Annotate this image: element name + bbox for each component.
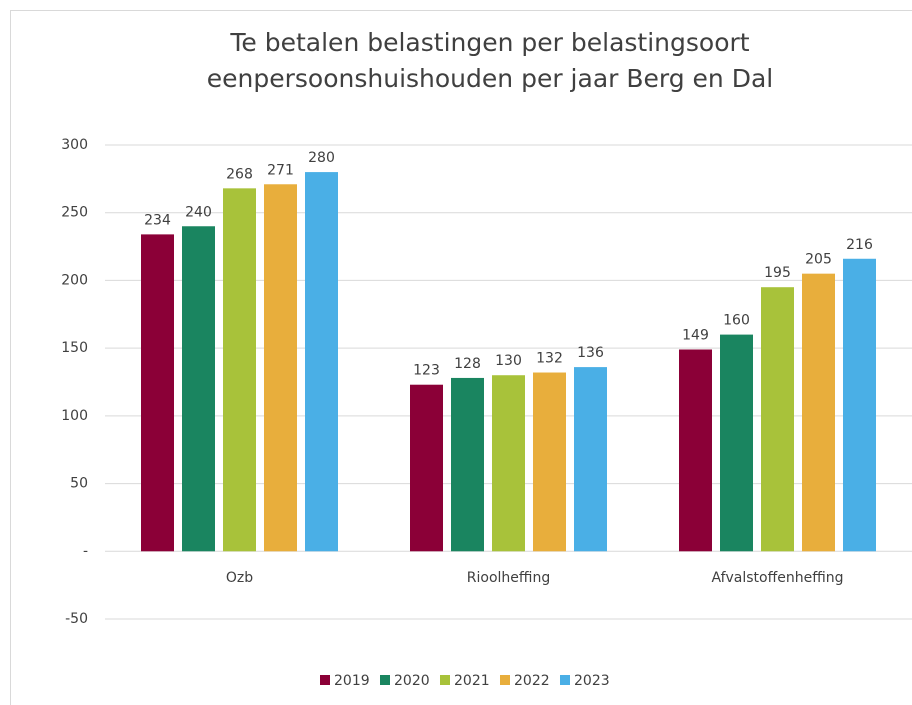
x-tick-label: Ozb [226, 570, 253, 586]
legend-swatch [440, 675, 450, 685]
data-label: 216 [846, 237, 873, 253]
bar [761, 287, 794, 552]
bar [305, 172, 338, 552]
legend-swatch [500, 675, 510, 685]
legend-swatch [320, 675, 330, 685]
y-tick-label: 250 [61, 205, 88, 221]
x-tick-label: Afvalstoffenheffing [711, 570, 843, 586]
chart-title: Te betalen belastingen per belastingsoor… [229, 28, 749, 57]
legend-label: 2020 [394, 673, 430, 689]
y-tick-label: 100 [61, 408, 88, 424]
chart-border [10, 10, 912, 705]
data-label: 149 [682, 327, 709, 343]
chart-title: eenpersoonshuishouden per jaar Berg en D… [207, 64, 773, 93]
legend-swatch [380, 675, 390, 685]
bar [451, 377, 484, 552]
data-label: 160 [723, 313, 750, 329]
bar [533, 372, 566, 552]
bar [141, 234, 174, 552]
data-label: 234 [144, 212, 171, 228]
y-tick-label: 150 [61, 340, 88, 356]
data-label: 205 [805, 252, 832, 268]
data-label: 130 [495, 353, 522, 369]
data-label: 132 [536, 351, 563, 367]
bar [492, 375, 525, 552]
legend-label: 2023 [574, 673, 610, 689]
data-label: 240 [185, 204, 212, 220]
bar [182, 226, 215, 552]
y-tick-label: 50 [70, 476, 88, 492]
bar [223, 188, 256, 552]
legend-label: 2019 [334, 673, 370, 689]
data-label: 136 [577, 345, 604, 361]
data-label: 123 [413, 363, 440, 379]
y-tick-label: - [83, 543, 88, 559]
bar [802, 273, 835, 552]
bar [720, 334, 753, 552]
y-tick-label: -50 [65, 611, 88, 627]
legend-swatch [560, 675, 570, 685]
data-label: 280 [308, 150, 335, 166]
bar [264, 184, 297, 552]
data-label: 128 [454, 356, 481, 372]
bar [410, 384, 443, 552]
x-tick-label: Rioolheffing [467, 570, 550, 586]
data-label: 195 [764, 265, 791, 281]
legend-label: 2021 [454, 673, 490, 689]
y-tick-label: 200 [61, 272, 88, 288]
data-label: 271 [267, 162, 294, 178]
bar [843, 258, 876, 552]
y-tick-label: 300 [61, 137, 88, 153]
data-label: 268 [226, 166, 253, 182]
bar [574, 367, 607, 552]
bar [679, 349, 712, 552]
legend-label: 2022 [514, 673, 550, 689]
